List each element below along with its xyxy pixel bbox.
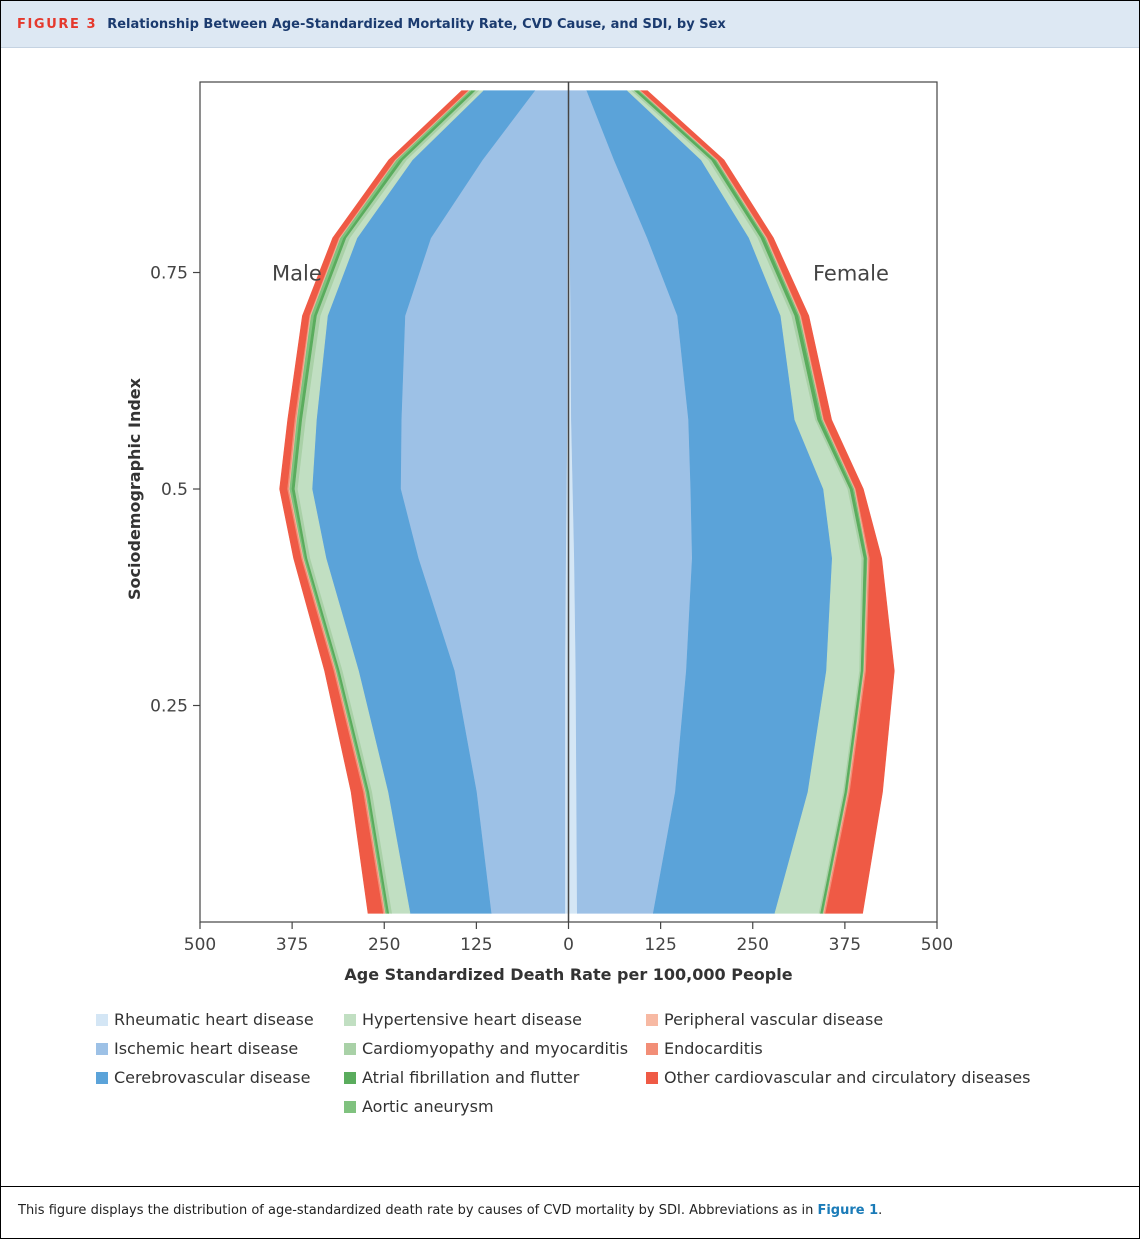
legend-swatch [646, 1042, 658, 1055]
female-area-other-cardiovascular-and-circulatory-diseases [640, 90, 895, 914]
legend-swatch [344, 1071, 356, 1084]
legend-swatch [96, 1071, 108, 1084]
pyramid-chart: 500 375 250 125 0 125 250 375 500 0.25 0.5 0.75 Ma… [125, 81, 953, 984]
legend-swatch [96, 1042, 108, 1055]
legend-label: Other cardiovascular and circulatory dis… [664, 1068, 1031, 1087]
caption-divider [1, 1186, 1139, 1187]
x-tick-label: 0 [563, 935, 574, 955]
male-area-other-cardiovascular-and-circulatory-diseases [279, 90, 469, 914]
legend-item: Other cardiovascular and circulatory dis… [646, 1068, 1030, 1087]
y-tick-label: 0.5 [161, 480, 188, 500]
x-tick-label: 375 [276, 935, 308, 955]
legend-label: Cardiomyopathy and myocarditis [362, 1039, 629, 1058]
x-tick-label: 500 [921, 935, 953, 955]
legend-label: Peripheral vascular disease [664, 1010, 884, 1029]
y-tick-label: 0.25 [150, 697, 188, 717]
caption-end: . [878, 1203, 883, 1218]
legend-label: Cerebrovascular disease [114, 1068, 311, 1087]
legend-swatch [646, 1013, 658, 1026]
legend-swatch [344, 1100, 356, 1113]
caption-text: This figure displays the distribution of… [18, 1203, 818, 1218]
x-tick-label: 125 [644, 935, 676, 955]
legend-label: Rheumatic heart disease [114, 1010, 314, 1029]
y-axis-ticks: 0.25 0.5 0.75 [150, 264, 200, 717]
legend-item: Cerebrovascular disease [96, 1068, 310, 1087]
legend-item: Cardiomyopathy and myocarditis [344, 1039, 628, 1058]
plot-areas [279, 90, 895, 914]
legend-label: Hypertensive heart disease [362, 1010, 583, 1029]
figure-header: FIGURE 3 Relationship Between Age-Standa… [1, 1, 1139, 48]
x-tick-label: 125 [460, 935, 492, 955]
x-tick-label: 250 [737, 935, 769, 955]
legend-label: Ischemic heart disease [114, 1039, 299, 1058]
figure-label: FIGURE 3 [17, 16, 98, 32]
x-tick-label: 375 [829, 935, 861, 955]
legend-swatch [646, 1071, 658, 1084]
legend-item: Endocarditis [646, 1039, 763, 1058]
legend-item: Aortic aneurysm [344, 1097, 494, 1116]
female-panel-label: Female [813, 262, 889, 286]
male-panel-label: Male [272, 262, 322, 286]
chart-legend: Rheumatic heart disease Ischemic heart di… [96, 1010, 1096, 1180]
legend-swatch [344, 1013, 356, 1026]
legend-item: Peripheral vascular disease [646, 1010, 883, 1029]
figure-title: Relationship Between Age-Standardized Mo… [107, 16, 726, 32]
y-tick-label: 0.75 [150, 264, 188, 284]
figure-1-link[interactable]: Figure 1 [817, 1203, 879, 1218]
x-axis-title: Age Standardized Death Rate per 100,000 … [344, 965, 792, 984]
legend-label: Endocarditis [664, 1039, 763, 1058]
legend-swatch [344, 1042, 356, 1055]
y-axis-title: Sociodemographic Index [125, 377, 144, 600]
legend-swatch [96, 1013, 108, 1026]
figure-caption: This figure displays the distribution of… [18, 1203, 882, 1218]
legend-item: Atrial fibrillation and flutter [344, 1068, 579, 1087]
x-tick-label: 250 [368, 935, 400, 955]
legend-item: Rheumatic heart disease [96, 1010, 314, 1029]
x-tick-label: 500 [184, 935, 216, 955]
legend-item: Ischemic heart disease [96, 1039, 298, 1058]
legend-item: Hypertensive heart disease [344, 1010, 582, 1029]
legend-label: Atrial fibrillation and flutter [362, 1068, 580, 1087]
x-axis-ticks: 500 375 250 125 0 125 250 375 500 [184, 922, 953, 955]
legend-label: Aortic aneurysm [362, 1097, 494, 1116]
